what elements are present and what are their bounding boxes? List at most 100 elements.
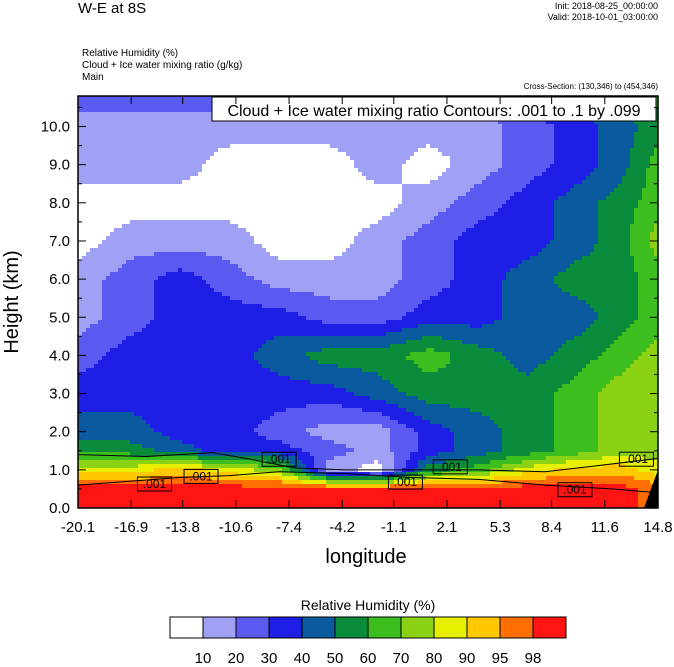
rh-cell xyxy=(182,200,187,205)
rh-cell xyxy=(370,140,375,145)
rh-cell xyxy=(614,176,619,181)
rh-cell xyxy=(566,212,571,217)
rh-cell xyxy=(598,140,603,145)
rh-cell xyxy=(194,132,199,137)
rh-cell xyxy=(126,124,131,129)
rh-cell xyxy=(638,160,643,165)
rh-cell xyxy=(130,96,135,101)
rh-cell xyxy=(190,192,195,197)
rh-cell xyxy=(258,228,263,233)
rh-cell xyxy=(306,184,311,189)
rh-cell xyxy=(514,160,519,165)
rh-cell xyxy=(334,180,339,185)
rh-cell xyxy=(394,220,399,225)
rh-cell xyxy=(218,152,223,157)
rh-cell xyxy=(78,204,83,209)
rh-cell xyxy=(474,224,479,229)
rh-cell xyxy=(366,136,371,141)
rh-cell xyxy=(386,128,391,133)
rh-cell xyxy=(454,152,459,157)
rh-cell xyxy=(602,120,607,125)
rh-cell xyxy=(238,216,243,221)
rh-cell xyxy=(214,160,219,165)
rh-cell xyxy=(454,148,459,153)
rh-cell xyxy=(202,224,207,229)
rh-cell xyxy=(490,124,495,129)
rh-cell xyxy=(510,200,515,205)
rh-cell xyxy=(246,220,251,225)
rh-cell xyxy=(358,180,363,185)
rh-cell xyxy=(586,204,591,209)
rh-cell xyxy=(414,152,419,157)
rh-cell xyxy=(358,132,363,137)
rh-cell xyxy=(498,156,503,161)
rh-cell xyxy=(570,128,575,133)
rh-cell xyxy=(582,120,587,125)
rh-cell xyxy=(310,148,315,153)
rh-cell xyxy=(646,220,651,225)
rh-cell xyxy=(166,228,171,233)
rh-cell xyxy=(214,212,219,217)
rh-cell xyxy=(474,120,479,125)
rh-cell xyxy=(494,216,499,221)
rh-cell xyxy=(630,168,635,173)
rh-cell xyxy=(522,184,527,189)
rh-cell xyxy=(638,140,643,145)
rh-cell xyxy=(442,164,447,169)
rh-cell xyxy=(294,128,299,133)
rh-cell xyxy=(238,140,243,145)
rh-cell xyxy=(82,144,87,149)
rh-cell xyxy=(298,224,303,229)
rh-cell xyxy=(114,120,119,125)
rh-cell xyxy=(78,156,83,161)
rh-cell xyxy=(342,208,347,213)
rh-cell xyxy=(230,224,235,229)
rh-cell xyxy=(94,144,99,149)
rh-cell xyxy=(394,164,399,169)
rh-cell xyxy=(290,180,295,185)
rh-cell xyxy=(490,228,495,233)
rh-cell xyxy=(102,164,107,169)
rh-cell xyxy=(150,156,155,161)
rh-cell xyxy=(578,124,583,129)
rh-cell xyxy=(542,172,547,177)
rh-cell xyxy=(238,144,243,149)
rh-cell xyxy=(262,136,267,141)
rh-cell xyxy=(170,216,175,221)
rh-cell xyxy=(314,180,319,185)
rh-cell xyxy=(174,216,179,221)
rh-cell xyxy=(386,188,391,193)
rh-cell xyxy=(278,124,283,129)
rh-cell xyxy=(266,148,271,153)
rh-cell xyxy=(582,180,587,185)
rh-cell xyxy=(530,196,535,201)
rh-cell xyxy=(570,184,575,189)
rh-cell xyxy=(362,132,367,137)
rh-cell xyxy=(202,164,207,169)
rh-cell xyxy=(278,208,283,213)
rh-cell xyxy=(282,188,287,193)
rh-cell xyxy=(262,204,267,209)
rh-cell xyxy=(158,196,163,201)
rh-cell xyxy=(186,216,191,221)
rh-cell xyxy=(478,168,483,173)
rh-cell xyxy=(510,144,515,149)
rh-cell xyxy=(266,132,271,137)
rh-cell xyxy=(582,176,587,181)
rh-cell xyxy=(490,216,495,221)
rh-cell xyxy=(474,168,479,173)
rh-cell xyxy=(154,204,159,209)
rh-cell xyxy=(522,204,527,209)
rh-cell xyxy=(474,220,479,225)
rh-cell xyxy=(278,152,283,157)
rh-cell xyxy=(294,132,299,137)
rh-cell xyxy=(466,164,471,169)
rh-cell xyxy=(82,228,87,233)
rh-cell xyxy=(246,136,251,141)
rh-cell xyxy=(170,100,175,105)
rh-cell xyxy=(582,212,587,217)
rh-cell xyxy=(326,144,331,149)
rh-cell xyxy=(594,124,599,129)
rh-cell xyxy=(354,128,359,133)
rh-cell xyxy=(458,188,463,193)
